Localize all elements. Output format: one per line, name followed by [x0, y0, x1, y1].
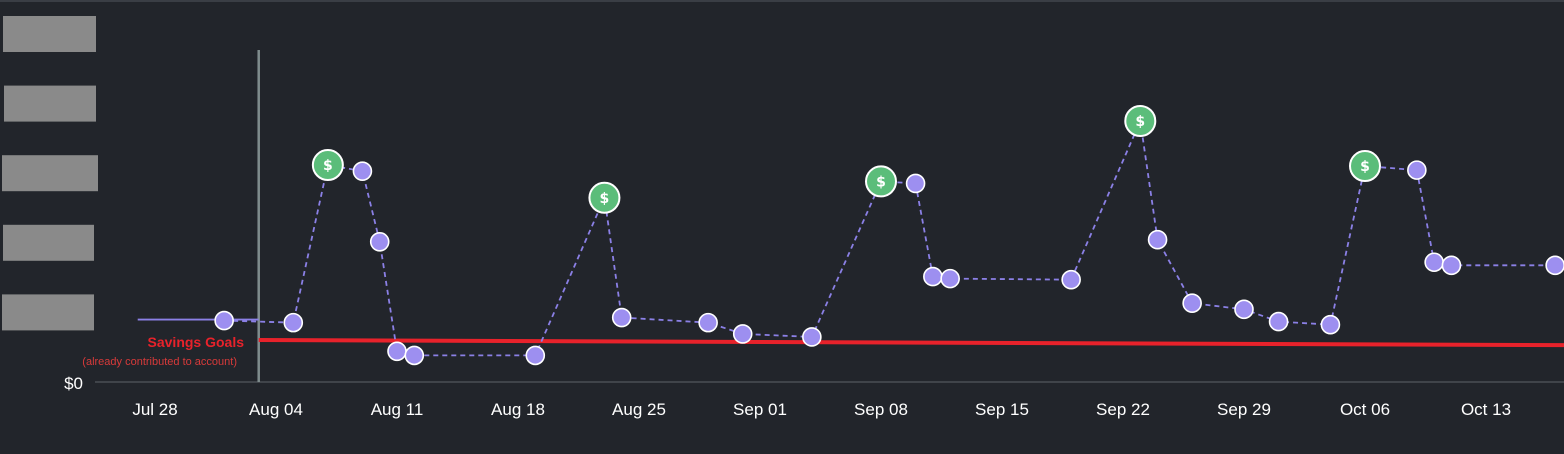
balance-point-9 — [611, 307, 632, 328]
balance-point-1 — [283, 312, 304, 333]
savings-goal-sublabel: (already contributed to account) — [82, 356, 237, 368]
balance-point-4 — [369, 231, 390, 252]
savings-goal-label: Savings Goals — [148, 334, 245, 350]
balance-point-3 — [352, 161, 373, 181]
balance-point-11 — [732, 324, 753, 344]
savings-goal-line — [258, 338, 1564, 348]
balance-point-22 — [1268, 311, 1289, 332]
income-dollar-icon-13: $ — [876, 174, 886, 190]
y-axis-labels-redacted — [2, 16, 98, 331]
income-point-2 — [311, 149, 344, 182]
x-tick-label-11: Oct 13 — [1461, 400, 1511, 419]
income-point-8 — [588, 181, 621, 214]
y-tick-redacted-3 — [4, 85, 96, 122]
balance-point-10 — [698, 312, 718, 333]
income-point-18 — [1124, 105, 1157, 137]
balance-point-14 — [905, 173, 926, 194]
balance-point-19 — [1147, 229, 1168, 250]
income-point-24 — [1349, 150, 1381, 183]
income-dollar-icon-18: $ — [1135, 114, 1145, 130]
x-tick-label-1: Aug 04 — [249, 400, 303, 419]
balance-point-28 — [1545, 255, 1564, 276]
balance-point-23 — [1320, 314, 1341, 335]
x-tick-label-7: Sep 15 — [975, 400, 1029, 419]
balance-point-7 — [525, 345, 546, 366]
balance-point-6 — [404, 345, 425, 366]
y-tick-redacted-0 — [2, 294, 94, 331]
balance-point-26 — [1424, 252, 1444, 273]
balance-point-17 — [1061, 269, 1081, 290]
x-axis-ticks: Jul 28 Aug 04 Aug 11 Aug 18 Aug 25 Sep 01 Sep … — [132, 400, 1511, 419]
income-dollar-icon-24: $ — [1360, 159, 1370, 175]
y-zero-label: $0 — [64, 374, 83, 393]
y-tick-redacted-4 — [3, 16, 96, 52]
balance-point-0 — [214, 310, 234, 331]
x-tick-label-4: Aug 25 — [612, 400, 666, 419]
balance-point-15 — [923, 266, 943, 287]
income-dollar-icon-8: $ — [600, 191, 610, 207]
x-tick-label-6: Sep 08 — [854, 400, 908, 419]
x-tick-label-3: Aug 18 — [491, 400, 545, 419]
x-tick-label-0: Jul 28 — [132, 400, 177, 419]
balance-point-5 — [387, 341, 407, 362]
balance-points: $ $ $ $ $ — [214, 105, 1564, 366]
y-tick-redacted-2 — [2, 155, 98, 192]
balance-point-16 — [940, 268, 960, 289]
x-tick-label-9: Sep 29 — [1217, 400, 1271, 419]
x-tick-label-10: Oct 06 — [1340, 400, 1390, 419]
income-point-13 — [865, 165, 897, 198]
x-tick-label-8: Sep 22 — [1096, 400, 1150, 419]
x-tick-label-2: Aug 11 — [371, 400, 424, 419]
y-tick-redacted-1 — [3, 224, 94, 261]
balance-point-20 — [1182, 293, 1202, 313]
balance-point-21 — [1234, 299, 1254, 320]
income-dollar-icon-2: $ — [323, 158, 333, 174]
savings-goal-segment — [258, 338, 1564, 348]
balance-point-25 — [1407, 160, 1427, 180]
x-tick-label-5: Sep 01 — [733, 400, 787, 419]
balance-point-12 — [802, 327, 822, 347]
balance-point-27 — [1441, 255, 1462, 276]
